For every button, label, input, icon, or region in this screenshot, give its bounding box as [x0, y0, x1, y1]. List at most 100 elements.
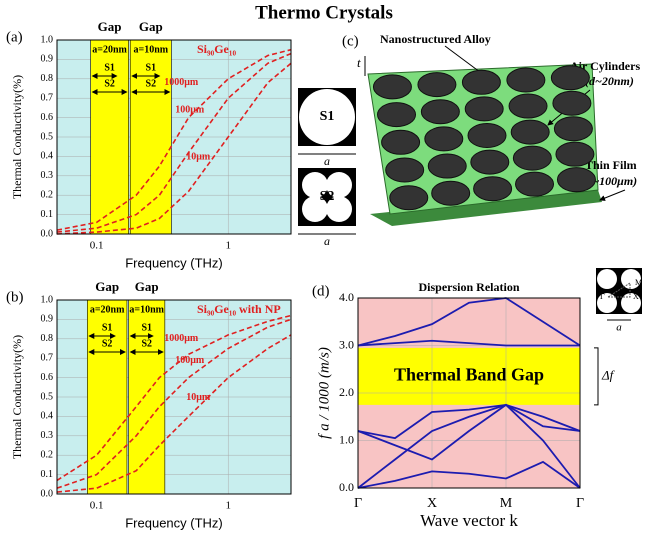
y-tick-label: 0.1 [41, 469, 54, 480]
width-label: S2 [146, 78, 157, 89]
x-tick-label: X [427, 496, 437, 511]
gap-label: Gap [135, 279, 159, 294]
air-cylinder [509, 94, 547, 118]
y-tick-label: 0.4 [41, 151, 54, 162]
y-tick-label: 0.2 [41, 189, 54, 200]
series-label: 10μm [186, 392, 211, 403]
x-axis-label: Frequency (THz) [125, 515, 223, 530]
y-tick-label: 0.3 [41, 430, 54, 441]
y-tick-label: 0.1 [41, 209, 54, 220]
y-tick-label: 0.7 [41, 92, 54, 103]
air-cylinder [373, 75, 411, 99]
material-label: Si₉₀Ge₁₀ with NP [197, 302, 281, 316]
air-cylinder [507, 68, 545, 92]
y-axis-label: f a / 1000 (m/s) [316, 347, 332, 439]
label: S1 [320, 109, 335, 124]
air-cylinder [421, 100, 459, 124]
label: (d~20nm) [585, 74, 634, 88]
y-tick-label: 0.6 [41, 112, 54, 123]
gap-label: Gap [139, 19, 163, 34]
label: S2 [320, 189, 335, 204]
air-cylinder [513, 146, 551, 170]
width-label: S1 [141, 322, 152, 333]
air-cylinder [556, 142, 594, 166]
label: a [324, 154, 330, 168]
air-cylinder [390, 186, 428, 210]
y-tick-label: 0.8 [41, 73, 54, 84]
panel-label: (c) [342, 33, 359, 49]
air-cylinder [553, 91, 591, 115]
subtitle: Dispersion Relation [418, 280, 519, 294]
x-axis-label: Wave vector k [420, 511, 518, 530]
air-cylinder [425, 127, 463, 151]
width-label: S1 [104, 62, 115, 73]
x-tick-label: 1 [225, 240, 231, 252]
y-tick-label: 0.0 [339, 480, 354, 494]
air-cylinder [557, 168, 595, 192]
y-tick-label: 0.9 [41, 54, 54, 65]
figure: Thermo Crystals (c) Nanostructured Alloy… [0, 0, 649, 534]
y-tick-label: 0.6 [41, 372, 54, 383]
air-cylinder [462, 70, 500, 94]
label: Γ [600, 292, 605, 301]
page: { "title": "Thermo Crystals", "chart_dat… [0, 0, 649, 534]
label: a [616, 322, 622, 334]
air-cylinder [511, 120, 549, 144]
y-axis-label: Thermal Conductivity(%) [10, 335, 24, 459]
air-cylinder [432, 181, 470, 205]
x-tick-label: 0.1 [90, 240, 104, 252]
y-tick-label: 4.0 [339, 290, 354, 304]
band-gap-label: Thermal Band Gap [394, 365, 544, 385]
label: X [633, 292, 639, 301]
x-tick-label: 1 [225, 500, 231, 512]
air-cylinder [551, 66, 589, 90]
y-tick-label: 0.3 [41, 170, 54, 181]
air-cylinder [418, 73, 456, 97]
x-tick-label: M [500, 496, 513, 511]
series-label: 1000μm [164, 333, 199, 344]
figure-title: Thermo Crystals [255, 2, 393, 23]
chart: Thermal Band GapΔf0.01.02.03.04.0ΓXMΓ(d)… [312, 280, 616, 530]
width-label: S2 [104, 78, 115, 89]
hole [597, 269, 617, 289]
air-cylinder [468, 124, 506, 148]
lattice-spacing: a=10nm [134, 44, 169, 55]
lattice-spacing: a=20nm [90, 304, 125, 315]
y-tick-label: 1.0 [339, 432, 354, 446]
x-tick-label: 0.1 [90, 500, 104, 512]
y-tick-label: 0.5 [41, 391, 54, 402]
air-cylinder [474, 177, 512, 201]
width-label: S1 [102, 322, 113, 333]
y-tick-label: 0.9 [41, 314, 54, 325]
y-tick-label: 0.0 [41, 488, 54, 499]
y-tick-label: 0.7 [41, 352, 54, 363]
inset-s1: S1 a [298, 88, 356, 168]
width-label: S2 [102, 338, 113, 349]
panel-label: (b) [6, 289, 24, 305]
air-cylinder [516, 172, 554, 196]
gap-width-label: Δf [601, 367, 616, 382]
y-tick-label: 0.2 [41, 449, 54, 460]
label: Nanostructured Alloy [380, 32, 491, 46]
gap-label: Gap [98, 19, 122, 34]
label: a [324, 234, 330, 248]
y-tick-label: 3.0 [339, 337, 354, 351]
inset-s2: S2 a [298, 168, 356, 248]
arrow [600, 190, 625, 200]
y-tick-label: 2.0 [339, 385, 354, 399]
series-label: 100μm [175, 104, 205, 115]
y-tick-label: 0.8 [41, 333, 54, 344]
inset-cell: M Γ X a [596, 268, 642, 334]
series-label: 10μm [186, 151, 211, 162]
panel-c: (c) Nanostructured Alloy Air Cylinders (… [342, 32, 640, 226]
material-label: Si₉₀Ge₁₀ [197, 42, 236, 56]
y-tick-label: 1.0 [41, 294, 54, 305]
gap-label: Gap [95, 279, 119, 294]
y-tick-label: 0.4 [41, 411, 54, 422]
lattice-spacing: a=10nm [129, 304, 164, 315]
air-cylinder [386, 158, 424, 182]
gap-bracket [594, 348, 598, 405]
label: Thin Film [585, 158, 637, 172]
air-cylinder [428, 154, 466, 178]
